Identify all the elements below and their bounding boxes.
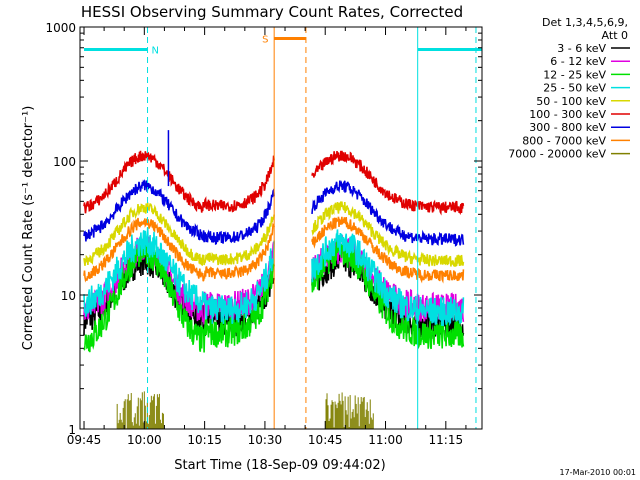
series-300-800-kev	[83, 179, 465, 247]
legend-entry-label: 50 - 100 keV	[536, 95, 606, 108]
x-tick-label: 10:00	[127, 433, 162, 447]
plot-frame	[79, 26, 483, 430]
y-tick-label: 1	[68, 423, 76, 437]
chart-title: HESSI Observing Summary Count Rates, Cor…	[81, 3, 463, 21]
series-line	[311, 179, 465, 247]
y-tick-label: 10	[61, 289, 76, 303]
x-axis-label: Start Time (18-Sep-09 09:44:02)	[174, 458, 385, 473]
y-tick-label: 100	[53, 155, 76, 169]
series-line	[83, 202, 275, 266]
series-line	[311, 150, 465, 216]
series-line	[83, 237, 275, 353]
legend-header: Att 0	[602, 29, 628, 42]
plot-area	[83, 130, 465, 429]
flag-label: S	[262, 35, 268, 46]
x-tick-label: 09:45	[67, 433, 102, 447]
x-tick-label: 10:15	[187, 433, 222, 447]
series-line	[83, 150, 275, 214]
series-25-50-kev	[83, 227, 465, 327]
x-tick-label: 11:15	[429, 433, 464, 447]
legend-entry-label: 800 - 7000 keV	[522, 134, 606, 147]
y-tick-label: 1000	[45, 21, 76, 35]
axes: 09:45 10:00 10:15 10:30 10:45 11:00 11:15 1 10 10…	[45, 21, 482, 447]
series-line	[311, 229, 465, 327]
y-axis-label: Corrected Count Rate (s⁻¹ detector⁻¹)	[21, 106, 36, 351]
legend-entry-label: 3 - 6 keV	[557, 42, 606, 55]
series-100-300-kev	[83, 150, 465, 216]
flag-n: N	[84, 27, 482, 429]
series-7000-20000-kev	[116, 391, 374, 429]
series-800-7000-kev	[83, 216, 465, 284]
legend-entry-label: 100 - 300 keV	[529, 108, 606, 121]
series-line	[311, 216, 465, 284]
series-50-100-kev	[83, 201, 465, 268]
footer-date: 17-Mar-2010 00:01	[560, 468, 637, 477]
x-tick-label: 10:30	[248, 433, 283, 447]
flag-label: N	[152, 45, 159, 56]
legend-entry-label: 6 - 12 keV	[550, 55, 606, 68]
series-line	[83, 227, 275, 325]
series-line	[83, 179, 275, 245]
legend-entry-label: 12 - 25 keV	[543, 68, 606, 81]
legend-entry-label: 300 - 800 keV	[529, 121, 606, 134]
legend-entry-label: 7000 - 20000 keV	[508, 148, 606, 161]
flag-layer: NS	[84, 27, 482, 429]
x-tick-label: 10:45	[308, 433, 343, 447]
flag-s: S	[262, 27, 307, 429]
legend-header: Det 1,3,4,5,6,9,	[542, 16, 628, 29]
series-line	[311, 201, 465, 268]
series-line	[83, 217, 275, 283]
x-tick-label: 11:00	[368, 433, 403, 447]
legend-entry-label: 25 - 50 keV	[543, 82, 606, 95]
